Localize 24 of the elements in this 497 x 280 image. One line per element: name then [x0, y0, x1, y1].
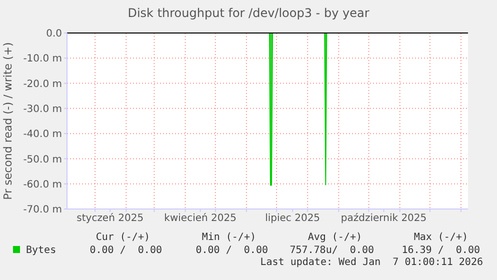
x-tick-label: lipiec 2025	[265, 213, 320, 224]
text: 16.39 / 0.00	[402, 245, 480, 256]
y-tick-label: 0.0	[46, 28, 62, 40]
text: Cur (-/+)	[94, 232, 150, 243]
y-tick-label: -30.0 m	[23, 104, 62, 115]
x-tick-label: kwiecień 2025	[164, 212, 236, 224]
y-tick-label: -40.0 m	[23, 129, 62, 140]
text: Last update: Wed Jan 7 01:00:11 2026	[260, 257, 483, 268]
y-tick-label: -60.0 m	[23, 179, 62, 190]
text: 0.00 / 0.00	[90, 245, 162, 256]
text: Avg (-/+)	[306, 232, 362, 243]
legend-label: Bytes	[25, 245, 56, 256]
text: 757.78u/ 0.00	[290, 245, 374, 256]
y-axis-title: Pr second read (-) / write (+)	[2, 42, 14, 200]
y-tick-label: -20.0 m	[23, 78, 62, 90]
y-tick-label: -10.0 m	[23, 54, 62, 65]
text: Max (-/+)	[412, 232, 468, 243]
text: 0.00 / 0.00	[196, 245, 268, 256]
chart-title: Disk throughput for /dev/loop3 - by year	[126, 6, 370, 20]
x-tick-label: styczeń 2025	[76, 212, 144, 224]
y-tick-label: -70.0 m	[23, 204, 62, 216]
x-tick-label: październik 2025	[340, 212, 427, 224]
text: Min (-/+)	[200, 232, 256, 243]
y-tick-label: -50.0 m	[23, 154, 62, 166]
